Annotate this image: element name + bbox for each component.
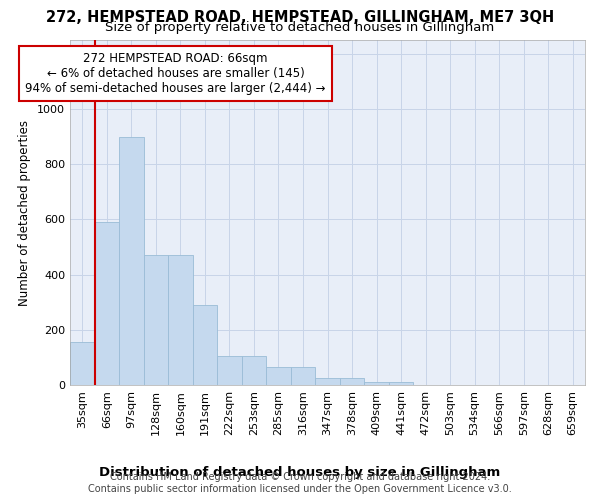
Bar: [193, 305, 217, 385]
Bar: [119, 136, 143, 385]
Bar: [266, 367, 291, 385]
Text: Contains HM Land Registry data © Crown copyright and database right 2024.
Contai: Contains HM Land Registry data © Crown c…: [88, 472, 512, 494]
Bar: [143, 256, 168, 385]
Text: 272, HEMPSTEAD ROAD, HEMPSTEAD, GILLINGHAM, ME7 3QH: 272, HEMPSTEAD ROAD, HEMPSTEAD, GILLINGH…: [46, 10, 554, 25]
Bar: [70, 342, 95, 385]
Bar: [95, 222, 119, 385]
Text: Distribution of detached houses by size in Gillingham: Distribution of detached houses by size …: [100, 466, 500, 479]
Text: 272 HEMPSTEAD ROAD: 66sqm
← 6% of detached houses are smaller (145)
94% of semi-: 272 HEMPSTEAD ROAD: 66sqm ← 6% of detach…: [25, 52, 326, 94]
Bar: [217, 356, 242, 385]
Bar: [340, 378, 364, 385]
Bar: [364, 382, 389, 385]
Bar: [242, 356, 266, 385]
Y-axis label: Number of detached properties: Number of detached properties: [19, 120, 31, 306]
Text: Size of property relative to detached houses in Gillingham: Size of property relative to detached ho…: [106, 22, 494, 35]
Bar: [389, 382, 413, 385]
Bar: [315, 378, 340, 385]
Bar: [291, 367, 315, 385]
Bar: [168, 256, 193, 385]
